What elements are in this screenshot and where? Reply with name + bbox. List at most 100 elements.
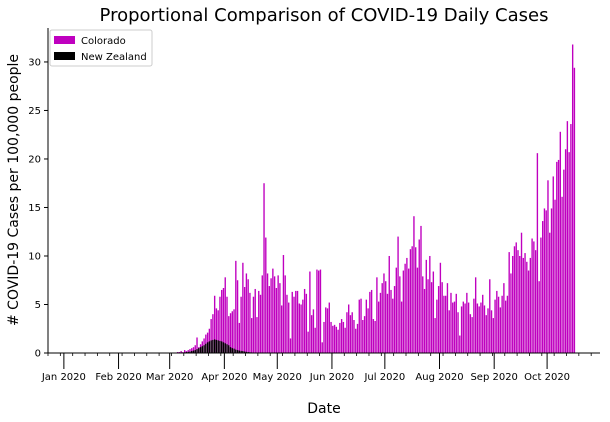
bar: [189, 351, 191, 353]
x-tick-label: Aug 2020: [415, 372, 463, 383]
bar: [430, 282, 433, 353]
bar: [527, 270, 530, 353]
bar: [340, 319, 343, 353]
x-tick-label: Jun 2020: [309, 372, 354, 383]
bar: [490, 310, 493, 353]
bar: [325, 307, 327, 353]
bar: [284, 275, 286, 353]
bar: [189, 349, 191, 353]
bar: [429, 255, 431, 353]
bar: [420, 225, 422, 353]
bar: [344, 327, 346, 353]
bar: [564, 149, 567, 353]
bar: [360, 298, 362, 353]
bar: [473, 298, 475, 353]
bar: [416, 267, 419, 353]
bar: [339, 322, 341, 353]
bar: [342, 321, 345, 353]
bar: [351, 312, 353, 353]
legend: Colorado New Zealand: [49, 29, 153, 67]
bar: [392, 298, 394, 353]
bar: [508, 252, 510, 353]
bar: [571, 44, 574, 353]
bar: [480, 302, 482, 353]
bar: [388, 255, 390, 353]
bar: [519, 255, 521, 353]
bar: [552, 176, 554, 353]
bar: [376, 277, 378, 353]
bar: [559, 131, 562, 353]
bar: [469, 314, 472, 353]
bar: [272, 268, 274, 353]
bar: [208, 341, 211, 353]
bar: [545, 210, 547, 353]
y-tick-label: 30: [28, 57, 41, 68]
bar: [312, 309, 315, 353]
bar: [219, 296, 221, 353]
bar: [531, 238, 533, 353]
x-tick-label: Mar 2020: [146, 372, 194, 383]
bar: [206, 342, 209, 353]
bar: [520, 232, 523, 353]
bar: [434, 318, 436, 353]
legend-label: New Zealand: [81, 52, 147, 63]
bar: [310, 315, 313, 353]
bar: [277, 275, 279, 353]
x-tick-label: Apr 2020: [201, 372, 247, 383]
bar: [443, 295, 445, 353]
bar: [504, 300, 507, 353]
bar: [385, 281, 387, 353]
bar: [487, 308, 489, 353]
bar: [289, 338, 292, 353]
bar: [337, 329, 339, 353]
bar: [501, 295, 503, 353]
bar: [453, 301, 456, 353]
bar: [210, 319, 212, 353]
x-tick-label: Jan 2020: [41, 372, 86, 383]
bar: [404, 263, 406, 353]
bar: [506, 295, 509, 353]
bar: [288, 302, 290, 353]
bar: [210, 340, 212, 353]
bar: [238, 350, 241, 353]
bar: [268, 286, 271, 353]
bar: [201, 346, 204, 353]
bar: [476, 303, 479, 353]
bar: [446, 283, 449, 353]
bar: [213, 339, 216, 353]
bar: [536, 153, 539, 353]
bar: [515, 242, 517, 353]
x-axis-label: Date: [307, 401, 340, 417]
bar: [335, 326, 338, 353]
bar: [415, 247, 417, 353]
x-tick-label: Oct 2020: [524, 372, 570, 383]
bar: [222, 342, 225, 353]
bar: [517, 250, 519, 353]
bar: [215, 308, 218, 353]
bar: [240, 296, 242, 353]
bar: [503, 283, 505, 353]
bar: [379, 292, 382, 353]
bar: [533, 241, 535, 353]
bar: [231, 311, 233, 353]
bar: [441, 282, 443, 353]
bar: [377, 301, 380, 353]
bar: [353, 320, 355, 353]
bar: [513, 246, 516, 353]
bar: [261, 275, 263, 353]
legend-label: Colorado: [81, 36, 126, 47]
bar: [194, 345, 196, 353]
bar: [444, 295, 447, 353]
bar: [228, 345, 230, 353]
bar: [489, 279, 491, 353]
bar: [235, 260, 237, 353]
bar: [295, 290, 297, 353]
bar: [221, 341, 223, 353]
bar: [406, 257, 408, 353]
bar: [436, 299, 438, 353]
bar: [547, 180, 549, 353]
bar: [213, 295, 216, 353]
bar: [187, 350, 189, 353]
bar: [323, 321, 325, 353]
bar: [263, 183, 265, 353]
